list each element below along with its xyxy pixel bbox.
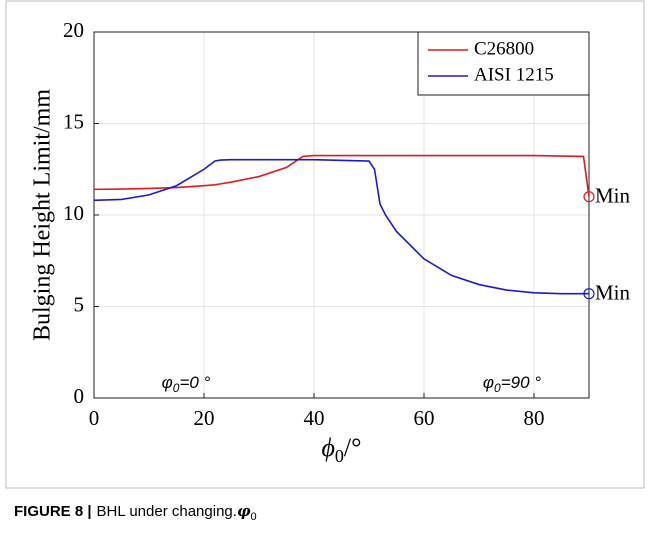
- x-label-subscript: 0: [335, 446, 344, 466]
- inset-subscript: 0: [494, 381, 501, 395]
- y-axis-label: Bulging Height Limit/mm: [30, 89, 56, 341]
- annotation: Min: [595, 184, 631, 208]
- min-marker: [583, 288, 595, 300]
- x-tick-label: 40: [304, 406, 325, 430]
- axes-box: [93, 31, 590, 399]
- x-label-symbol: ϕ: [321, 433, 334, 462]
- x-tick-label: 60: [414, 406, 435, 430]
- y-tick-label: 5: [74, 292, 85, 316]
- inset-label: φ0=90 °: [483, 373, 541, 395]
- caption-label: FIGURE 8 |: [14, 503, 92, 520]
- legend-box: [417, 31, 590, 96]
- caption-subscript: 0: [251, 511, 257, 523]
- y-tick-label: 20: [63, 18, 84, 42]
- figure-border: [5, 0, 645, 489]
- y-tick-label: 0: [74, 384, 85, 408]
- data-line: [93, 158, 589, 295]
- annotation: Min: [595, 281, 631, 305]
- x-tick-label: 80: [524, 406, 545, 430]
- x-axis-label: ϕ0/°: [321, 433, 361, 466]
- legend-label: AISI 1215: [474, 64, 554, 85]
- y-tick-label: 10: [63, 201, 84, 225]
- data-line: [93, 154, 590, 197]
- inset-symbol: φ: [162, 373, 173, 392]
- inset-subscript: 0: [173, 381, 180, 395]
- legend-label: C26800: [474, 38, 534, 59]
- inset-symbol: φ: [483, 373, 494, 392]
- y-tick-label: 15: [63, 109, 84, 133]
- x-tick-label: 0: [89, 406, 100, 430]
- inset-label: φ0=0 °: [162, 373, 211, 395]
- inset-text: =90 °: [501, 373, 542, 392]
- caption-text: BHL under changing.: [97, 503, 237, 520]
- x-tick-label: 20: [194, 406, 215, 430]
- caption-symbol: φ: [237, 502, 251, 520]
- caption: FIGURE 8 | BHL under changing.φ0: [14, 502, 257, 523]
- inset-text: =0 °: [179, 373, 210, 392]
- min-marker: [583, 191, 595, 203]
- x-label-unit: /°: [344, 433, 362, 462]
